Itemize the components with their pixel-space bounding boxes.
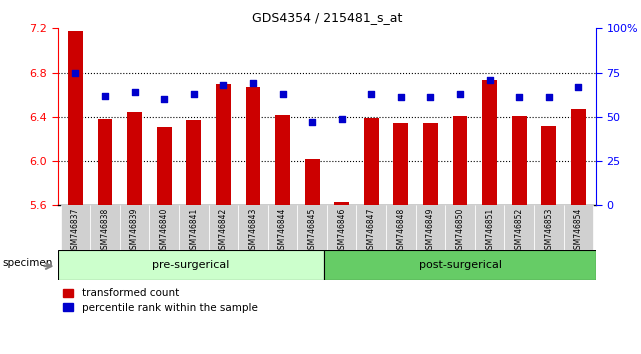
Point xyxy=(71,70,81,75)
Legend: transformed count, percentile rank within the sample: transformed count, percentile rank withi… xyxy=(63,289,258,313)
Bar xyxy=(445,205,475,250)
Text: GSM746847: GSM746847 xyxy=(367,207,376,254)
Point xyxy=(573,84,583,90)
Bar xyxy=(304,159,319,205)
Point xyxy=(100,93,110,98)
Text: GSM746844: GSM746844 xyxy=(278,207,287,254)
Bar xyxy=(297,205,327,250)
Point xyxy=(485,77,495,82)
Text: GSM746843: GSM746843 xyxy=(249,207,258,254)
Bar xyxy=(504,205,534,250)
Bar xyxy=(187,120,201,205)
Bar xyxy=(386,205,415,250)
Bar xyxy=(324,250,596,280)
Bar xyxy=(246,87,260,205)
Bar xyxy=(149,205,179,250)
Bar xyxy=(364,118,379,205)
Text: GSM746837: GSM746837 xyxy=(71,207,80,254)
Bar xyxy=(415,205,445,250)
Bar xyxy=(534,205,563,250)
Point xyxy=(307,119,317,125)
Bar xyxy=(157,127,172,205)
Bar xyxy=(482,80,497,205)
Text: GSM746845: GSM746845 xyxy=(308,207,317,254)
Text: GSM746854: GSM746854 xyxy=(574,207,583,254)
Text: GSM746851: GSM746851 xyxy=(485,207,494,254)
Point xyxy=(514,95,524,100)
Text: GSM746848: GSM746848 xyxy=(396,207,405,254)
Title: GDS4354 / 215481_s_at: GDS4354 / 215481_s_at xyxy=(252,11,402,24)
Text: GSM746849: GSM746849 xyxy=(426,207,435,254)
Point xyxy=(188,91,199,97)
Bar xyxy=(68,30,83,205)
Bar xyxy=(120,205,149,250)
Bar xyxy=(453,116,467,205)
Text: GSM746841: GSM746841 xyxy=(189,207,198,254)
Bar xyxy=(268,205,297,250)
Text: GSM746840: GSM746840 xyxy=(160,207,169,254)
Text: pre-surgerical: pre-surgerical xyxy=(152,259,229,270)
Bar xyxy=(58,250,324,280)
Point xyxy=(159,96,169,102)
Bar xyxy=(127,113,142,205)
Text: GSM746846: GSM746846 xyxy=(337,207,346,254)
Bar xyxy=(335,202,349,205)
Text: GSM746839: GSM746839 xyxy=(130,207,139,254)
Point xyxy=(337,116,347,121)
Text: post-surgerical: post-surgerical xyxy=(419,259,501,270)
Point xyxy=(455,91,465,97)
Bar xyxy=(394,124,408,205)
Bar xyxy=(563,205,593,250)
Bar xyxy=(356,205,386,250)
Bar xyxy=(238,205,268,250)
Bar xyxy=(571,109,586,205)
Text: GSM746853: GSM746853 xyxy=(544,207,553,254)
Point xyxy=(278,91,288,97)
Point xyxy=(248,80,258,86)
Point xyxy=(218,82,228,88)
Text: GSM746838: GSM746838 xyxy=(101,207,110,254)
Text: GSM746852: GSM746852 xyxy=(515,207,524,254)
Bar xyxy=(61,205,90,250)
Point xyxy=(395,95,406,100)
Point xyxy=(366,91,376,97)
Bar xyxy=(475,205,504,250)
Text: GSM746850: GSM746850 xyxy=(456,207,465,254)
Point xyxy=(129,89,140,95)
Bar xyxy=(216,84,231,205)
Bar xyxy=(327,205,356,250)
Bar xyxy=(97,119,112,205)
Bar xyxy=(179,205,208,250)
Point xyxy=(426,95,436,100)
Point xyxy=(544,95,554,100)
Bar xyxy=(208,205,238,250)
Bar xyxy=(542,126,556,205)
Text: specimen: specimen xyxy=(3,258,53,268)
Text: GSM746842: GSM746842 xyxy=(219,207,228,254)
Bar xyxy=(275,115,290,205)
Bar xyxy=(423,124,438,205)
Bar xyxy=(90,205,120,250)
Bar xyxy=(512,116,527,205)
